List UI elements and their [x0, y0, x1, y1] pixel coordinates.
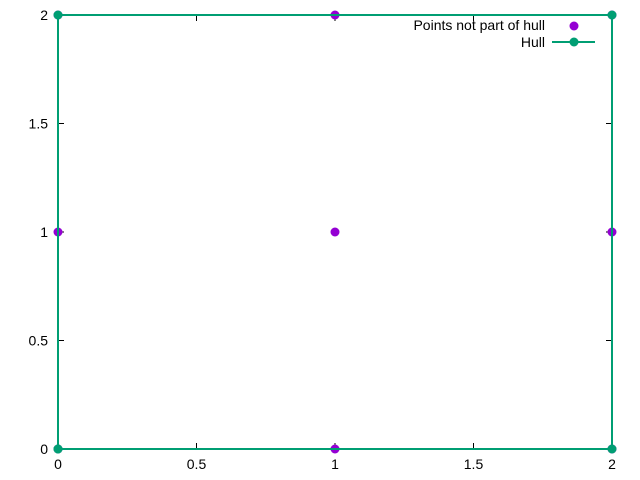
hull-point: [607, 444, 617, 454]
legend-marker-hull: [569, 37, 579, 47]
y-tick-label: 0.5: [29, 333, 49, 349]
x-tick-label: 1: [331, 456, 339, 472]
hull-point: [607, 10, 617, 20]
hull-point: [53, 10, 63, 20]
y-tick-label: 0: [40, 441, 48, 457]
series-layer: [53, 10, 617, 454]
y-tick-label: 1.5: [29, 116, 49, 132]
legend-marker-points: [569, 21, 579, 31]
y-tick-label: 2: [40, 7, 48, 23]
x-tick-label: 2: [608, 456, 616, 472]
y-tick-label: 1: [40, 224, 48, 240]
legend-label-hull: Hull: [521, 34, 545, 50]
x-tick-label: 1.5: [464, 456, 484, 472]
x-tick-label: 0: [54, 456, 62, 472]
data-point: [330, 227, 340, 237]
axes: 0 0.5 1 1.5 2 0 0.5 1 1.5 2: [29, 7, 617, 472]
hull-point: [53, 444, 63, 454]
legend-label-points: Points not part of hull: [413, 17, 545, 33]
legend: Points not part of hull Hull: [413, 17, 595, 50]
x-tick-label: 0.5: [187, 456, 207, 472]
